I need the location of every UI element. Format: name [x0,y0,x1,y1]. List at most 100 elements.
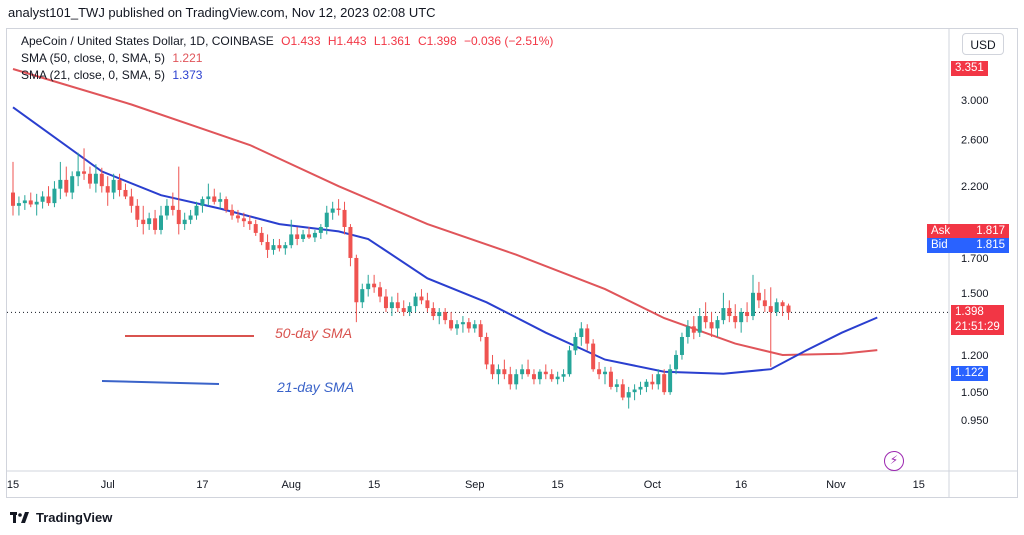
candle-body [105,186,110,193]
candle-body [413,296,418,307]
bid-label: Bid [931,238,948,251]
candle-body [514,374,519,385]
candle-body [253,224,258,233]
candle-body [283,245,288,249]
legend-sma50-label[interactable]: SMA (50, close, 0, SMA, 5) [21,51,166,65]
candle-body [188,215,193,220]
lightning-icon[interactable]: ⚡ [884,451,904,471]
x-tick-label: 15 [7,479,19,491]
candle-body [307,234,311,238]
candle-body [401,308,406,313]
candle-body [709,322,714,329]
time-axis: 15 Jul 17 Aug 15 Sep 15 Oct 16 Nov 15 [7,479,925,491]
candle-body [508,374,513,385]
candle-body [336,208,341,210]
candle-body [22,200,27,204]
y-tick-label: 1.500 [961,288,989,300]
x-tick-label: Jul [101,479,115,491]
y-tick-label: 3.000 [961,95,989,107]
candle-body [549,374,554,380]
candle-body [644,381,649,387]
candle-body [87,173,92,184]
candle-body [638,386,643,390]
candle-body [378,287,383,297]
candle-body [697,316,702,333]
candle-body [443,312,448,321]
price-tag-top: 3.351 [951,61,988,77]
annotation-lines [101,335,254,385]
candle-body [135,205,140,220]
candle-body [64,179,69,193]
price-chart[interactable]: 3.000 2.600 2.200 1.700 1.500 1.200 1.050 0.950… [7,29,1017,497]
legend-high: H1.443 [327,34,367,48]
candle-body [490,364,495,375]
candle-body [608,371,613,387]
candle-body [301,234,306,239]
chart-frame: 3.000 2.600 2.200 1.700 1.500 1.200 1.050 0.950… [6,28,1018,498]
footer-brand[interactable]: TradingView [36,510,113,525]
candle-body [715,320,720,329]
ask-tag: Ask 1.817 [927,223,1009,239]
candle-body [295,234,300,239]
candle-body [419,296,424,301]
x-tick-label: Aug [281,479,301,491]
candle-body [348,226,353,258]
candle-body [425,300,430,309]
candle-body [247,221,252,225]
candle-body [58,179,63,189]
candle-body [537,371,542,380]
candle-body [733,316,738,323]
candle-body [383,296,388,309]
candle-body [703,316,708,323]
legend-ohlc: ApeCoin / United States Dollar, 1D, COIN… [21,34,553,48]
x-tick-label: 15 [913,479,925,491]
last-price-tag: 1.398 21:51:29 [951,305,1004,336]
legend-symbol[interactable]: ApeCoin / United States Dollar, 1D, COIN… [21,34,274,48]
candle-body [93,173,98,184]
candle-body [28,200,33,205]
candle-body [342,209,347,227]
bid-value: 1.815 [976,238,1005,251]
candle-body [46,196,51,204]
candle-body [111,179,116,193]
candle-body [312,232,317,238]
candle-body [153,218,158,230]
candle-body [82,171,87,174]
candle-body [685,326,690,337]
legend-sma21: SMA (21, close, 0, SMA, 5) 1.373 [21,68,202,82]
candle-body [395,302,400,309]
legend-low: L1.361 [373,34,411,48]
candle-body [437,312,442,317]
legend-sma21-label[interactable]: SMA (21, close, 0, SMA, 5) [21,68,166,82]
candle-body [318,226,323,233]
candle-body [147,218,152,225]
legend-sma50: SMA (50, close, 0, SMA, 5) 1.221 [21,51,202,65]
candle-body [164,205,169,216]
ask-label: Ask [931,224,951,237]
candle-body [360,289,365,303]
x-tick-label: 16 [735,479,747,491]
x-tick-label: 15 [368,479,380,491]
sma21-path [12,106,878,375]
annotation-21-line [101,380,220,385]
legend-close: C1.398 [417,34,457,48]
candle-body [289,234,294,246]
candle-body [662,374,667,393]
candle-body [389,302,394,309]
candle-body [774,302,779,313]
candle-body [555,376,560,380]
candle-body [449,320,454,329]
candle-body [176,209,181,225]
candle-body [786,305,791,313]
candle-body [52,188,57,204]
sma21-tag: 1.122 [951,366,988,382]
currency-button[interactable]: USD [962,33,1004,55]
sma50-line [12,68,878,357]
annotation-50-day-sma: 50-day SMA [275,325,353,341]
candle-body [141,219,146,225]
candle-body [206,196,211,200]
tradingview-logo-icon [10,511,29,523]
candle-body [34,201,39,205]
candle-body [691,326,696,333]
candle-body [11,192,15,206]
